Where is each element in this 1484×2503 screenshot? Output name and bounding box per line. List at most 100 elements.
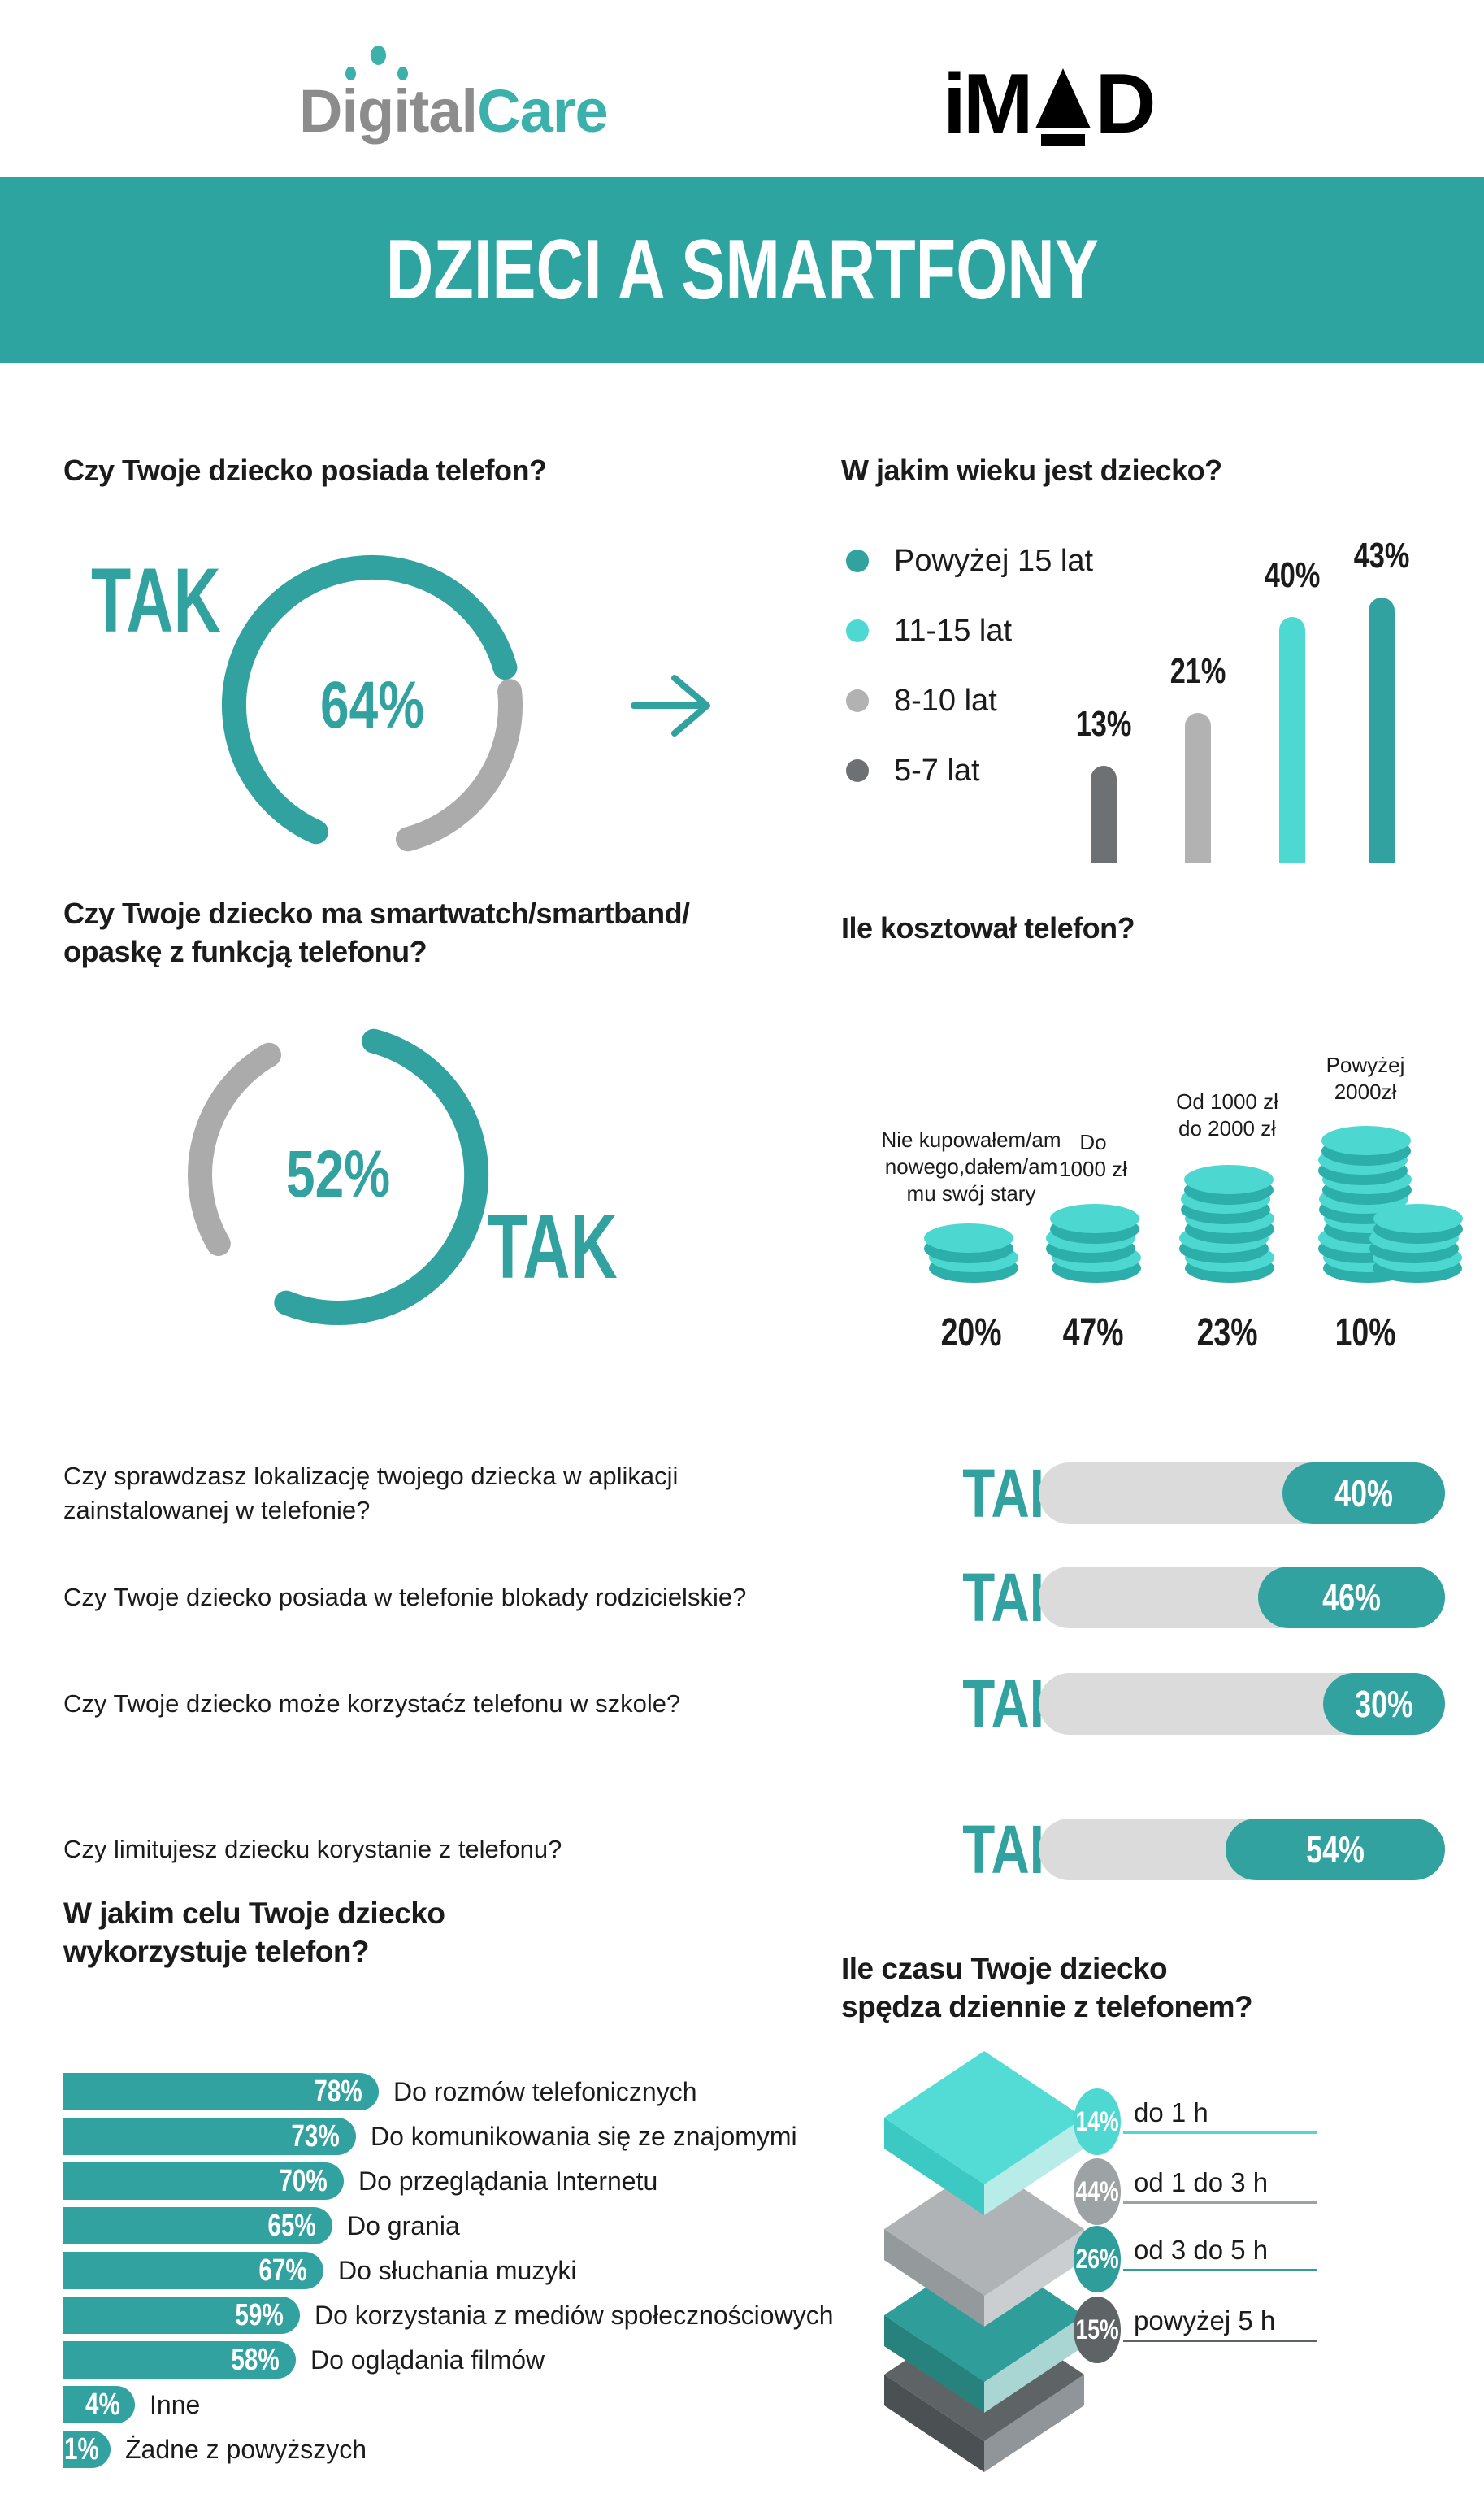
time-badge: 26% (1074, 2226, 1121, 2292)
purpose-bar: 67% (63, 2252, 323, 2289)
purpose-label: Do komunikowania się ze znajomymi (371, 2122, 797, 2151)
cost-category-label: Do 1000 zł (1059, 1130, 1127, 1181)
yesno-bar-fill: 40% (1282, 1462, 1445, 1524)
age-legend-dot-darkgray (846, 759, 869, 782)
cost-category-label: Powyżej 2000zł (1326, 1053, 1405, 1104)
age-bar-value: 40% (1264, 555, 1321, 595)
cost-value: 23% (1196, 1311, 1258, 1354)
purpose-bar: 59% (63, 2297, 300, 2334)
age-bar-5-7 (1091, 766, 1117, 863)
smartwatch-donut-chart (188, 1028, 489, 1326)
coin-stack-4 (1318, 1126, 1463, 1283)
purpose-bar: 58% (63, 2341, 296, 2379)
yesno-row: Czy limitujesz dziecku korystanie z tele… (63, 1811, 1445, 1888)
purpose-bar: 70% (63, 2162, 344, 2200)
yesno-row: Czy Twoje dziecko może korzystaćz telefo… (63, 1666, 1445, 1742)
age-legend-dot-teal (846, 550, 869, 572)
yesno-row: Czy sprawdzasz lokalizację twojego dziec… (63, 1455, 1445, 1532)
yesno-row: Czy Twoje dziecko posiada w telefonie bl… (63, 1559, 1445, 1636)
age-bar-8-10 (1185, 713, 1211, 863)
coin-stack-2 (1046, 1204, 1141, 1283)
time-label: od 3 do 5 h (1134, 2235, 1269, 2265)
age-bar-value: 43% (1353, 536, 1410, 576)
purpose-label: Żadne z powyższych (125, 2435, 367, 2464)
yesno-bar-fill: 54% (1226, 1819, 1445, 1880)
yesno-bar-fill: 30% (1323, 1673, 1445, 1735)
phone-tak-label: TAK (91, 550, 221, 651)
logo-text-d: D (1095, 57, 1156, 151)
coin-stack-3 (1179, 1165, 1274, 1283)
header: DigitalCare iM D (0, 0, 1484, 177)
cost-category-label: Nie kupowałem/am nowego,dałem/am mu swój… (881, 1128, 1061, 1206)
phone-donut-value: 64% (319, 668, 425, 742)
yesno-bar-fill: 46% (1258, 1567, 1445, 1628)
time-layer-1 (884, 2051, 1084, 2215)
purpose-label: Do oglądania filmów (310, 2345, 545, 2375)
time-badge: 15% (1074, 2297, 1121, 2363)
purpose-label: Do przeglądania Internetu (358, 2166, 658, 2196)
purpose-bar: 73% (63, 2118, 356, 2155)
title-banner: DZIECI A SMARTFONY (0, 177, 1484, 363)
yesno-question: Czy Twoje dziecko może korzystaćz telefo… (63, 1689, 681, 1718)
smartwatch-donut-value: 52% (285, 1137, 391, 1211)
coin-stacks-chart (924, 1126, 1463, 1283)
time-line (1123, 2340, 1317, 2342)
digitalcare-dot-icon (371, 46, 386, 65)
cost-value: 20% (940, 1311, 1002, 1354)
age-legend-item: 5-7 lat (894, 754, 980, 788)
purpose-bar-row: 59% Do korzystania z mediów społeczności… (63, 2297, 1445, 2334)
phone-donut-chart (221, 554, 523, 852)
cost-chart-title: Ile kosztował telefon? (841, 911, 1135, 945)
time-layer-2 (884, 2162, 1084, 2327)
time-label: powyżej 5 h (1134, 2305, 1276, 2336)
purpose-label: Do rozmów telefonicznych (393, 2077, 697, 2106)
yesno-question: Czy Twoje dziecko posiada w telefonie bl… (63, 1583, 747, 1611)
time-badge: 44% (1074, 2158, 1121, 2225)
yesno-bar-track: 40% (1039, 1462, 1445, 1524)
purpose-label: Inne (150, 2390, 201, 2419)
logo-text-care: Care (477, 77, 609, 145)
logo-text-digital: Digital (299, 77, 478, 145)
purpose-bar: 65% (63, 2207, 332, 2244)
purpose-bar: 4% (63, 2386, 135, 2423)
page-title: DZIECI A SMARTFONY (385, 223, 1099, 317)
time-line (1123, 2269, 1317, 2271)
imad-logo: iM D (943, 41, 1219, 146)
imad-triangle-icon (1032, 62, 1094, 146)
cost-value: 10% (1334, 1311, 1396, 1354)
age-chart-title: W jakim wieku jest dziecko? (841, 454, 1222, 487)
purpose-label: Do słuchania muzyki (338, 2256, 577, 2285)
purpose-bar: 1% (63, 2431, 111, 2468)
age-legend-item: Powyżej 15 lat (894, 544, 1094, 578)
yesno-question: Czy limitujesz dziecku korystanie z tele… (63, 1835, 562, 1863)
yesno-bar-track: 46% (1039, 1567, 1445, 1628)
cost-value: 47% (1062, 1311, 1124, 1354)
purpose-bar-row: 67% Do słuchania muzyki (63, 2252, 1445, 2289)
purpose-label: Do grania (347, 2211, 460, 2240)
time-chart-title: Ile czasu Twoje dziecko spędza dziennie … (841, 1952, 1253, 2023)
yesno-question: Czy sprawdzasz lokalizację twojego dziec… (63, 1462, 679, 1524)
time-layers-chart (884, 2051, 1084, 2472)
age-bar-11-15 (1279, 617, 1305, 863)
digitalcare-dot-icon (397, 67, 408, 80)
age-legend-item: 8-10 lat (894, 684, 997, 718)
purpose-chart-title: W jakim celu Twoje dziecko wykorzystuje … (63, 1897, 445, 1968)
purpose-bar-row: 73% Do komunikowania się ze znajomymi (63, 2118, 1445, 2155)
purpose-bar-row: 78% Do rozmów telefonicznych (63, 2073, 1445, 2110)
digitalcare-dot-icon (345, 67, 356, 80)
purpose-bar-row: 4% Inne (63, 2386, 1445, 2423)
age-bar-value: 21% (1169, 651, 1226, 691)
purpose-bar: 78% (63, 2073, 379, 2110)
age-legend-item: 11-15 lat (894, 614, 1013, 648)
yesno-bar-track: 30% (1039, 1673, 1445, 1735)
purpose-bar-row: 58% Do oglądania filmów (63, 2341, 1445, 2379)
purpose-bar-row: 65% Do grania (63, 2207, 1445, 2244)
smartwatch-tak-label: TAK (488, 1196, 618, 1297)
age-bar-value: 13% (1075, 704, 1132, 744)
time-badge: 14% (1074, 2088, 1121, 2155)
cost-category-label: Od 1000 zł do 2000 zł (1176, 1089, 1278, 1141)
digitalcare-logo: DigitalCare (299, 46, 673, 148)
age-bar-15plus (1369, 598, 1395, 863)
logo-text-im: iM (943, 57, 1034, 151)
